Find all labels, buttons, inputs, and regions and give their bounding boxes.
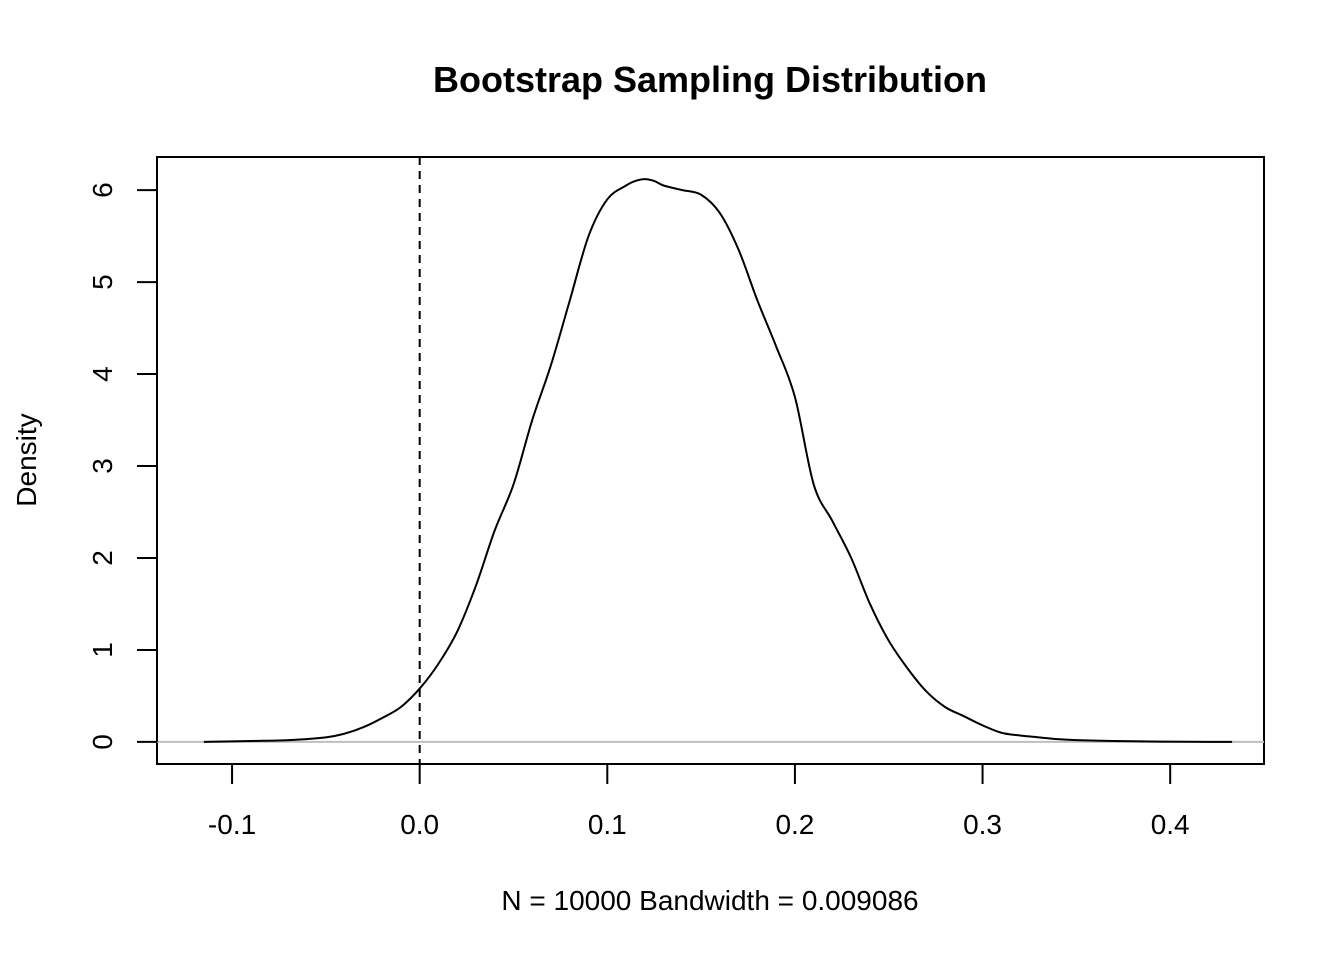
y-axis: 0 1 2 3 4 5 6 [87,182,158,750]
x-axis-label: N = 10000 Bandwidth = 0.009086 [501,885,918,916]
y-tick-label: 3 [87,458,118,474]
y-tick-label: 6 [87,182,118,198]
x-tick-label: 0.3 [963,809,1002,840]
y-tick-label: 0 [87,734,118,750]
reference-lines [157,157,1264,764]
y-axis-label: Density [11,413,42,506]
y-tick-label: 4 [87,366,118,382]
x-tick-label: 0.1 [588,809,627,840]
x-tick-label: -0.1 [208,809,256,840]
plot-frame [156,156,1265,765]
x-tick-label: 0.0 [400,809,439,840]
y-tick-label: 5 [87,274,118,290]
x-axis: -0.1 0.0 0.1 0.2 0.3 0.4 [208,763,1190,840]
x-tick-label: 0.4 [1151,809,1190,840]
y-tick-label: 2 [87,550,118,566]
x-tick-label: 0.2 [775,809,814,840]
chart-title: Bootstrap Sampling Distribution [433,59,987,100]
density-curve [203,178,1233,743]
y-tick-label: 1 [87,642,118,658]
